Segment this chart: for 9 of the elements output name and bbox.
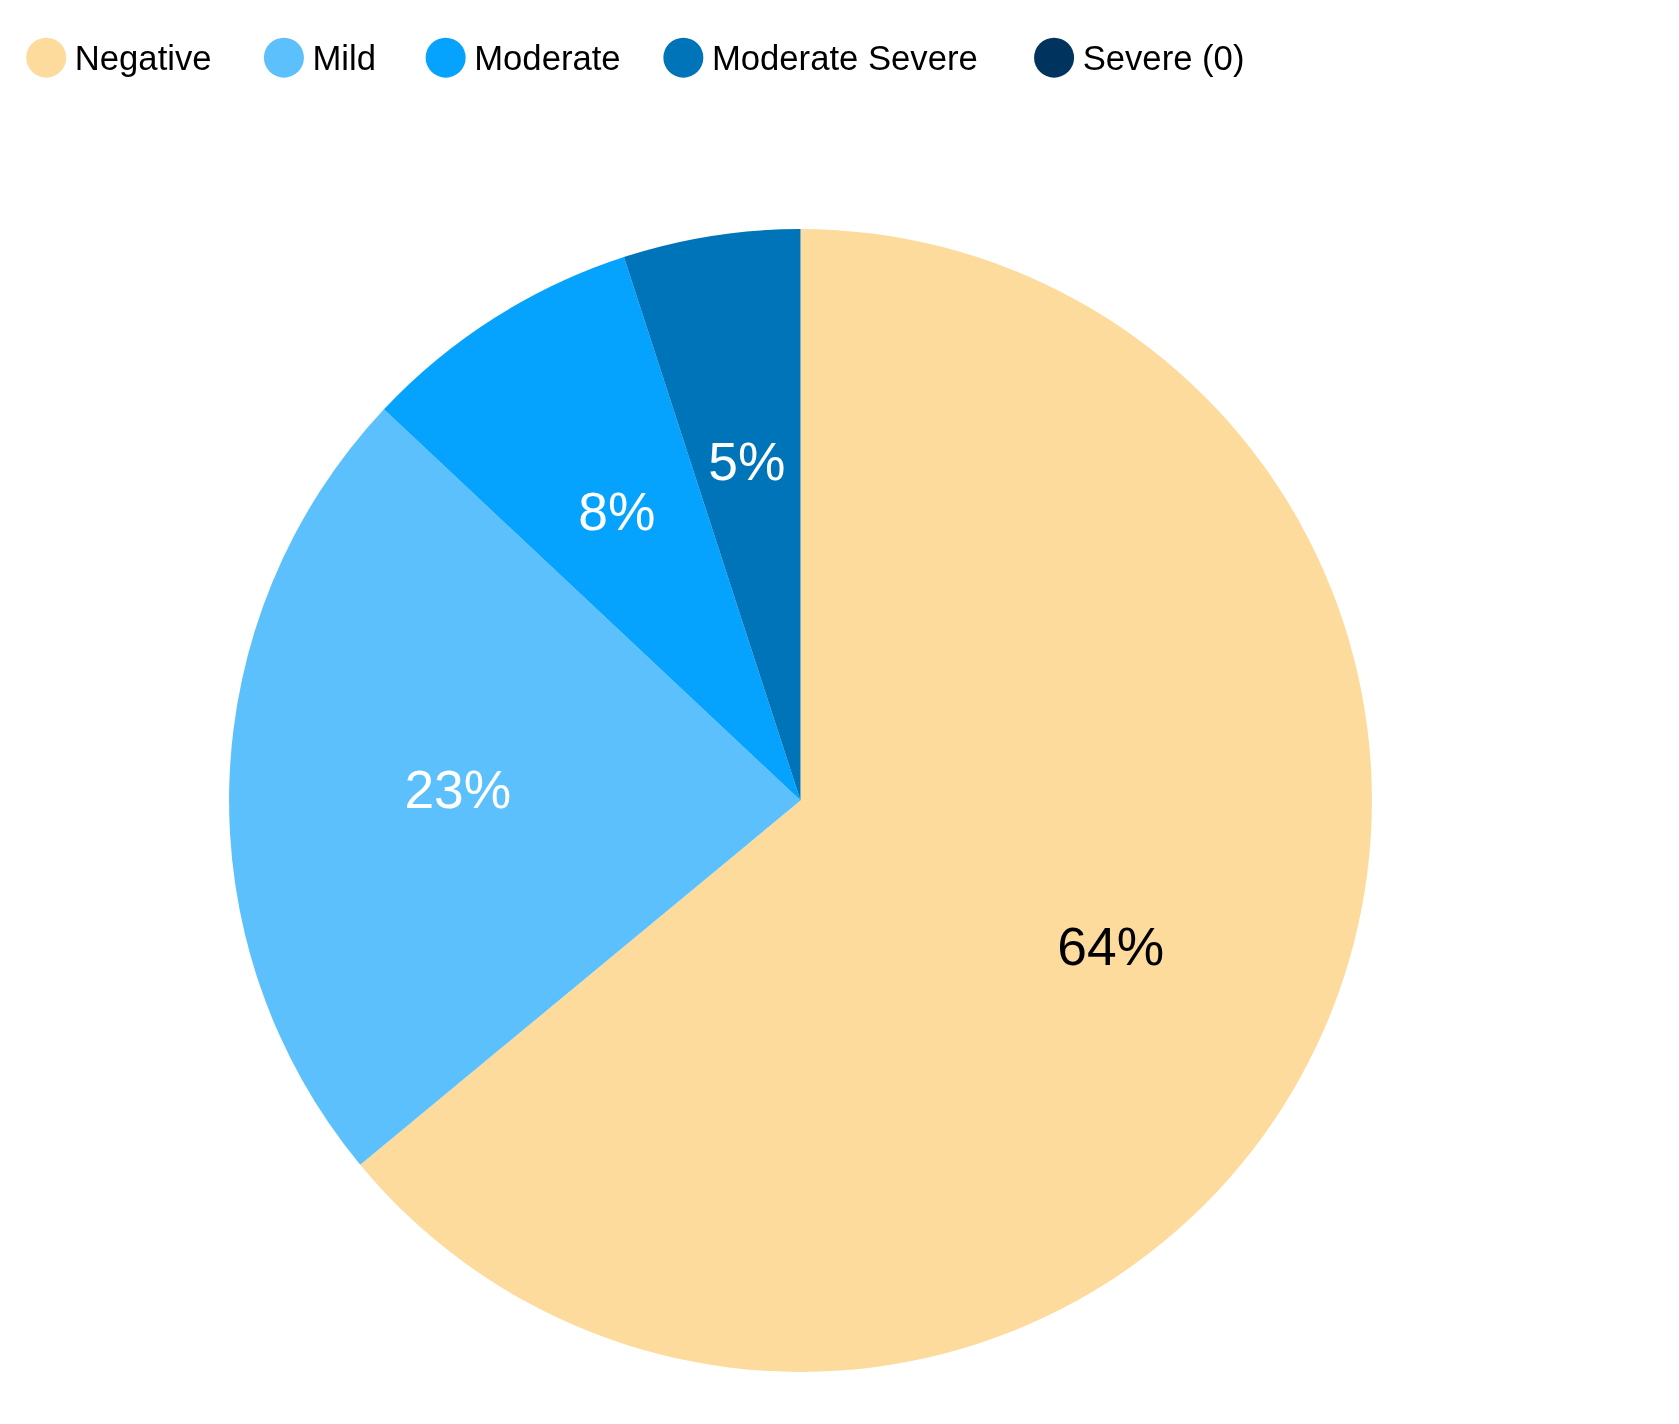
data-label: 64% bbox=[1057, 916, 1165, 976]
data-label: 8% bbox=[578, 481, 656, 541]
legend-label: Mild bbox=[312, 38, 377, 77]
legend-label: Moderate Severe bbox=[711, 38, 978, 77]
legend-label: Negative bbox=[74, 38, 212, 77]
legend-label: Severe (0) bbox=[1082, 38, 1245, 77]
data-label: 5% bbox=[708, 432, 786, 492]
legend-label: Moderate bbox=[474, 38, 621, 77]
data-label: 23% bbox=[404, 760, 512, 820]
